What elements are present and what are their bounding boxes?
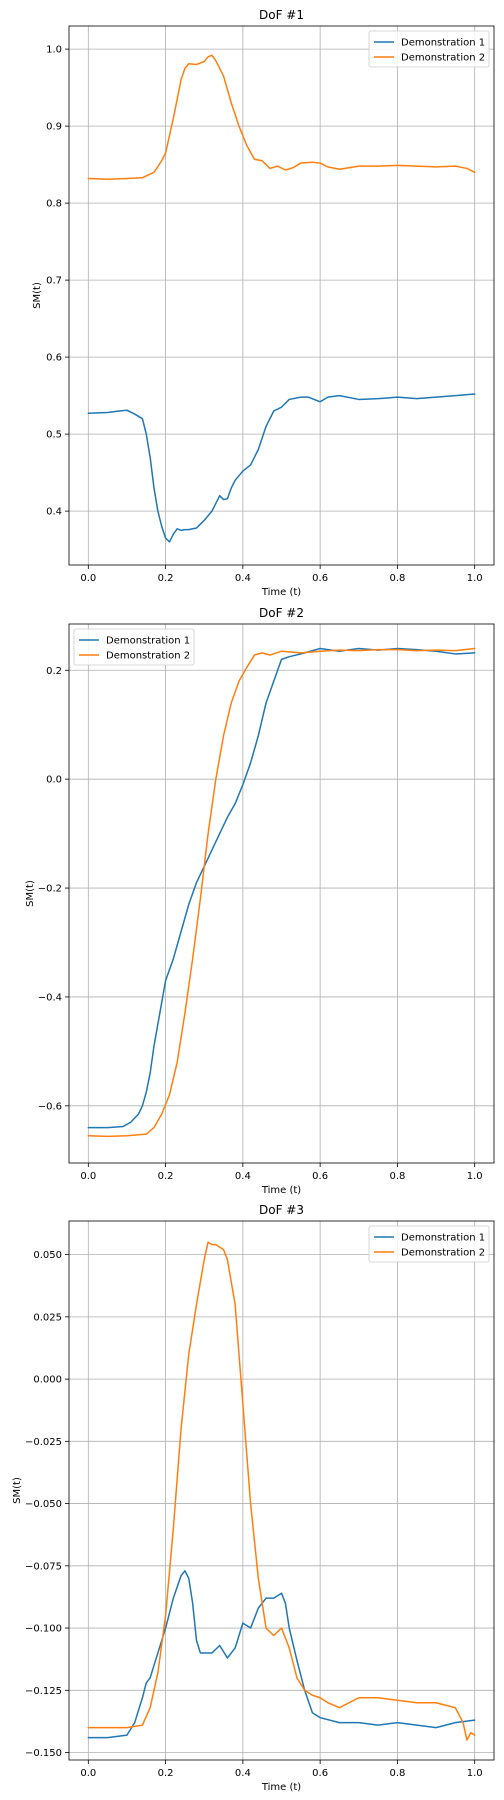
y-tick-label: −0.2 xyxy=(38,884,62,895)
y-tick-label: 0.9 xyxy=(46,122,62,133)
chart-title: DoF #3 xyxy=(259,1203,304,1217)
y-tick-label: −0.150 xyxy=(25,1748,62,1759)
legend-entry: Demonstration 1 xyxy=(401,38,485,49)
legend-entry: Demonstration 2 xyxy=(401,1248,485,1259)
legend-entry: Demonstration 1 xyxy=(401,1233,485,1244)
y-tick-label: 0.5 xyxy=(46,430,62,441)
series-line-demonstration-2 xyxy=(87,647,476,1138)
x-tick-label: 0.2 xyxy=(158,1171,174,1182)
plot-frame xyxy=(68,25,495,566)
legend-entry: Demonstration 2 xyxy=(106,651,190,662)
y-tick-label: −0.100 xyxy=(25,1624,62,1635)
y-tick-label: 0.025 xyxy=(33,1312,62,1323)
series-line-demonstration-1 xyxy=(87,393,476,543)
y-tick-label: 0.0 xyxy=(46,775,62,786)
x-axis-label: Time (t) xyxy=(261,1782,301,1793)
x-tick-label: 0.4 xyxy=(235,1768,251,1779)
x-tick-label: 0.8 xyxy=(389,1768,405,1779)
y-tick-label: −0.4 xyxy=(38,992,62,1003)
x-tick-label: 0.4 xyxy=(235,573,251,584)
y-tick-label: 0.050 xyxy=(33,1250,62,1261)
legend: Demonstration 1 Demonstration 2 xyxy=(368,1225,490,1263)
x-axis-label: Time (t) xyxy=(261,587,301,598)
x-tick-label: 0.6 xyxy=(312,1171,328,1182)
y-axis-label: SM(t) xyxy=(12,1477,23,1504)
y-axis-label: SM(t) xyxy=(32,282,43,309)
series-line-demonstration-2 xyxy=(87,1241,476,1741)
legend-entry: Demonstration 2 xyxy=(401,53,485,64)
chart-3: 0.0 0.2 0.4 0.6 0.8 1.0 −0.150 −0.125 −0.100 −0.0… xyxy=(12,1203,495,1793)
legend-entry: Demonstration 1 xyxy=(106,636,190,647)
chart-2: 0.0 0.2 0.4 0.6 0.8 1.0 −0.6 −0.4 −0.2 0.0 0.2 DoF … xyxy=(25,606,495,1196)
y-tick-label: −0.125 xyxy=(25,1686,62,1697)
x-axis-label: Time (t) xyxy=(261,1185,301,1196)
x-tick-label: 0.8 xyxy=(389,573,405,584)
y-axis-label: SM(t) xyxy=(25,880,36,907)
x-tick-label: 0.0 xyxy=(80,573,96,584)
x-tick-label: 0.6 xyxy=(312,1768,328,1779)
x-tick-label: 0.0 xyxy=(80,1768,96,1779)
y-tick-label: −0.025 xyxy=(25,1437,62,1448)
plot-frame xyxy=(68,623,495,1164)
legend-box xyxy=(73,628,195,666)
series-line-demonstration-1 xyxy=(87,647,476,1129)
chart-title: DoF #1 xyxy=(259,8,304,22)
x-tick-label: 1.0 xyxy=(467,573,483,584)
y-tick-label: 0.8 xyxy=(46,199,62,210)
x-tick-label: 0.2 xyxy=(158,1768,174,1779)
y-tick-label: 1.0 xyxy=(46,45,62,56)
x-tick-label: 0.8 xyxy=(389,1171,405,1182)
x-tick-label: 0.0 xyxy=(80,1171,96,1182)
chart-1: 0.0 0.2 0.4 0.6 0.8 1.0 0.4 0.5 0.6 0.7 0.8 0.9 1.0 D… xyxy=(32,8,495,598)
y-tick-label: 0.2 xyxy=(46,666,62,677)
y-tick-label: −0.6 xyxy=(38,1101,62,1112)
series-line-demonstration-2 xyxy=(87,54,476,180)
legend: Demonstration 1 Demonstration 2 xyxy=(73,628,195,666)
x-tick-label: 0.2 xyxy=(158,573,174,584)
y-tick-label: −0.075 xyxy=(25,1561,62,1572)
x-tick-label: 1.0 xyxy=(467,1768,483,1779)
y-tick-label: 0.7 xyxy=(46,276,62,287)
plot-frame xyxy=(68,1220,495,1761)
legend: Demonstration 1 Demonstration 2 xyxy=(368,30,490,68)
y-tick-label: 0.6 xyxy=(46,353,62,364)
x-tick-label: 0.6 xyxy=(312,573,328,584)
series-line-demonstration-1 xyxy=(87,1570,476,1739)
y-tick-label: 0.4 xyxy=(46,507,62,518)
x-tick-label: 0.4 xyxy=(235,1171,251,1182)
y-tick-label: −0.050 xyxy=(25,1499,62,1510)
legend-box xyxy=(368,1225,490,1263)
y-tick-label: 0.000 xyxy=(33,1375,62,1386)
x-tick-label: 1.0 xyxy=(467,1171,483,1182)
legend-box xyxy=(368,30,490,68)
chart-title: DoF #2 xyxy=(259,606,304,620)
